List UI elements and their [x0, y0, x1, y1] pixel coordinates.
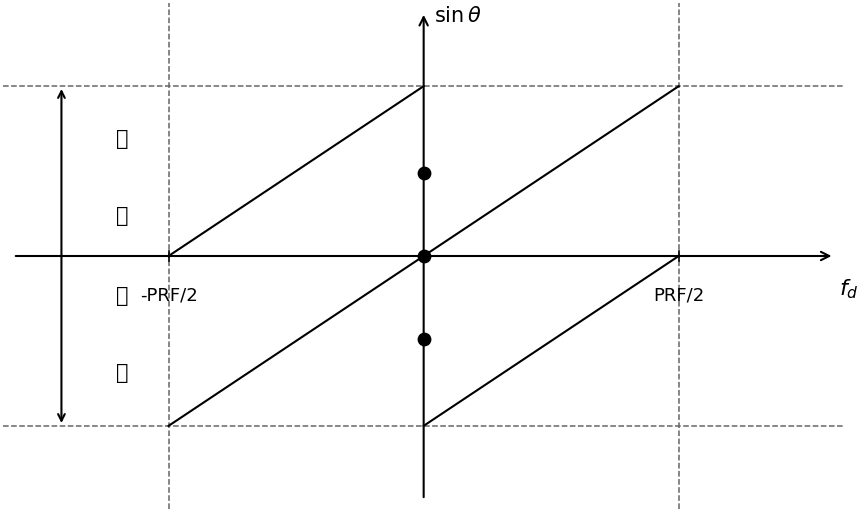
Text: $f_d$: $f_d$	[840, 278, 860, 301]
Point	[417, 252, 431, 260]
Point	[417, 168, 431, 177]
Text: 宽: 宽	[117, 286, 129, 306]
Text: PRF/2: PRF/2	[653, 287, 704, 305]
Text: 波: 波	[117, 129, 129, 148]
Text: $\sin\theta$: $\sin\theta$	[434, 6, 482, 26]
Point	[417, 335, 431, 344]
Text: 束: 束	[117, 206, 129, 226]
Text: 度: 度	[117, 364, 129, 383]
Text: -PRF/2: -PRF/2	[140, 287, 198, 305]
